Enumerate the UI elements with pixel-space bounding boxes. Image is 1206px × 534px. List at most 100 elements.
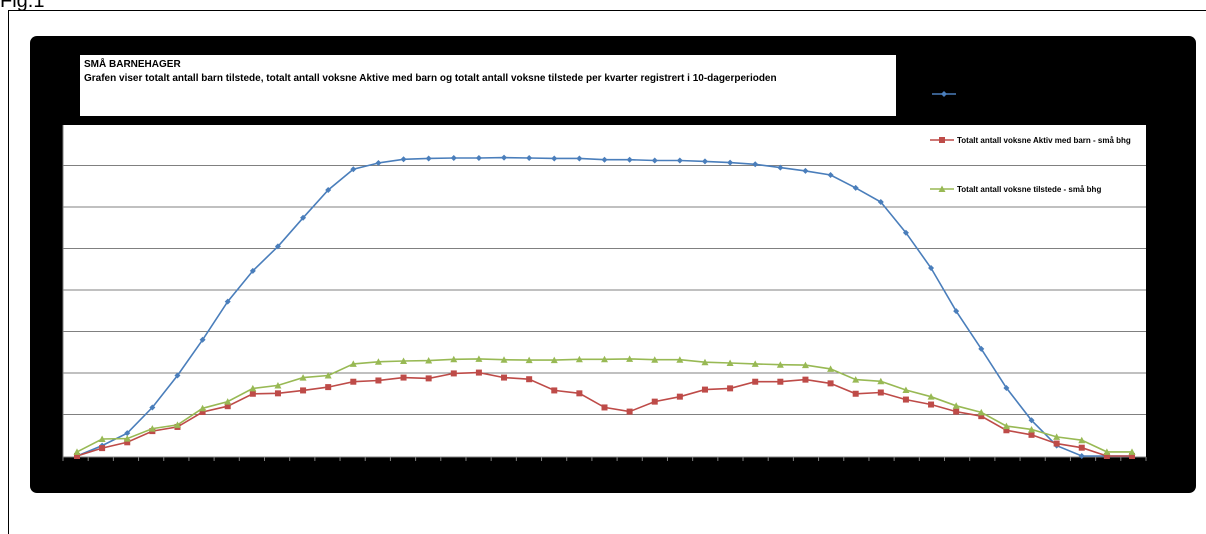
legend-label: Totalt antall voksne Aktiv med barn - sm… (957, 136, 1131, 145)
data-point-square (827, 380, 834, 387)
chart-subtitle: Grafen viser totalt antall barn tilstede… (84, 73, 777, 84)
data-point-triangle (852, 376, 860, 383)
data-point-square (852, 390, 859, 397)
data-point-square (928, 401, 935, 408)
legend-item-3: Totalt antall voksne tilstede - små bhg (930, 185, 1101, 194)
data-point-triangle (173, 421, 181, 428)
data-point-diamond (941, 91, 947, 97)
data-point-diamond (274, 243, 281, 250)
data-point-square (727, 385, 734, 392)
data-point-square (475, 369, 482, 376)
data-point-triangle (952, 402, 960, 409)
data-point-square (576, 390, 583, 397)
data-point-triangle (927, 393, 935, 400)
data-point-triangle (1002, 422, 1010, 430)
series-1 (74, 154, 1135, 459)
data-point-triangle (199, 404, 207, 412)
data-point-square (1078, 444, 1085, 451)
data-point-triangle (938, 185, 946, 192)
data-point-square (953, 408, 960, 415)
data-point-diamond (400, 156, 407, 163)
data-point-square (501, 374, 508, 381)
data-point-square (375, 377, 382, 384)
legend-item-1 (932, 91, 956, 97)
data-point-square (1103, 453, 1110, 459)
data-point-diamond (676, 157, 683, 164)
data-point-diamond (701, 158, 708, 165)
data-point-triangle (877, 377, 885, 385)
data-point-triangle (400, 357, 408, 364)
data-point-triangle (98, 435, 106, 442)
legend-item-2: Totalt antall voksne Aktiv med barn - sm… (930, 136, 1131, 145)
frame-top-border (8, 10, 1206, 11)
data-point-diamond (576, 155, 583, 162)
data-point-square (224, 403, 231, 410)
data-point-diamond (124, 430, 131, 437)
data-point-triangle (550, 356, 558, 364)
data-point-square (978, 413, 985, 420)
data-point-square (425, 375, 432, 382)
data-point-diamond (827, 172, 834, 179)
data-point-triangle (601, 355, 608, 363)
series-layer (73, 154, 1136, 459)
data-point-diamond (350, 166, 357, 173)
data-point-square (676, 393, 683, 400)
data-point-triangle (224, 398, 232, 405)
data-point-diamond (802, 167, 809, 174)
data-point-square (124, 439, 131, 446)
data-point-triangle (676, 356, 684, 363)
series-3 (73, 355, 1136, 455)
data-point-diamond (1003, 384, 1010, 391)
data-point-diamond (375, 160, 382, 167)
data-point-diamond (978, 345, 985, 352)
data-point-square (877, 389, 884, 396)
data-point-square (802, 376, 809, 383)
data-point-diamond (551, 155, 558, 162)
data-point-diamond (953, 308, 960, 315)
data-point-diamond (902, 229, 909, 236)
data-point-triangle (500, 356, 508, 363)
data-point-diamond (928, 265, 935, 272)
data-point-square (199, 409, 206, 416)
data-point-triangle (1078, 436, 1086, 444)
data-point-square (274, 390, 281, 397)
chart-title-box: SMÅ BARNEHAGER Grafen viser totalt antal… (80, 55, 896, 116)
data-point-triangle (425, 357, 433, 364)
data-point-triangle (450, 355, 458, 363)
data-point-square (1053, 440, 1060, 447)
data-point-diamond (526, 155, 533, 162)
data-point-triangle (324, 371, 332, 379)
data-point-diamond (601, 156, 608, 163)
data-point-square (902, 396, 909, 403)
data-point-square (551, 387, 558, 394)
data-point-triangle (651, 356, 659, 363)
data-point-triangle (148, 425, 156, 432)
chart-title: SMÅ BARNEHAGER (84, 59, 181, 70)
plot-area (63, 125, 1146, 457)
data-point-square (1003, 427, 1010, 434)
data-point-diamond (475, 155, 482, 162)
data-point-square (752, 378, 759, 385)
data-point-triangle (801, 361, 809, 369)
data-point-square (1129, 453, 1135, 459)
data-point-diamond (1078, 453, 1085, 459)
data-point-triangle (1128, 448, 1136, 455)
data-point-diamond (425, 155, 432, 162)
data-point-diamond (777, 164, 784, 171)
data-point-square (350, 378, 357, 385)
data-point-triangle (1103, 448, 1111, 455)
data-point-triangle (626, 355, 634, 362)
data-point-triangle (575, 355, 583, 363)
data-point-diamond (852, 184, 859, 191)
data-point-diamond (727, 159, 734, 166)
series-2 (74, 369, 1135, 459)
data-point-triangle (1028, 425, 1036, 433)
figure-label: Fig.1 (0, 0, 45, 12)
data-point-triangle (349, 360, 357, 367)
data-point-triangle (827, 365, 835, 372)
data-point-triangle (299, 374, 307, 381)
data-point-diamond (199, 336, 206, 343)
data-point-diamond (626, 156, 633, 163)
data-point-triangle (274, 381, 282, 389)
